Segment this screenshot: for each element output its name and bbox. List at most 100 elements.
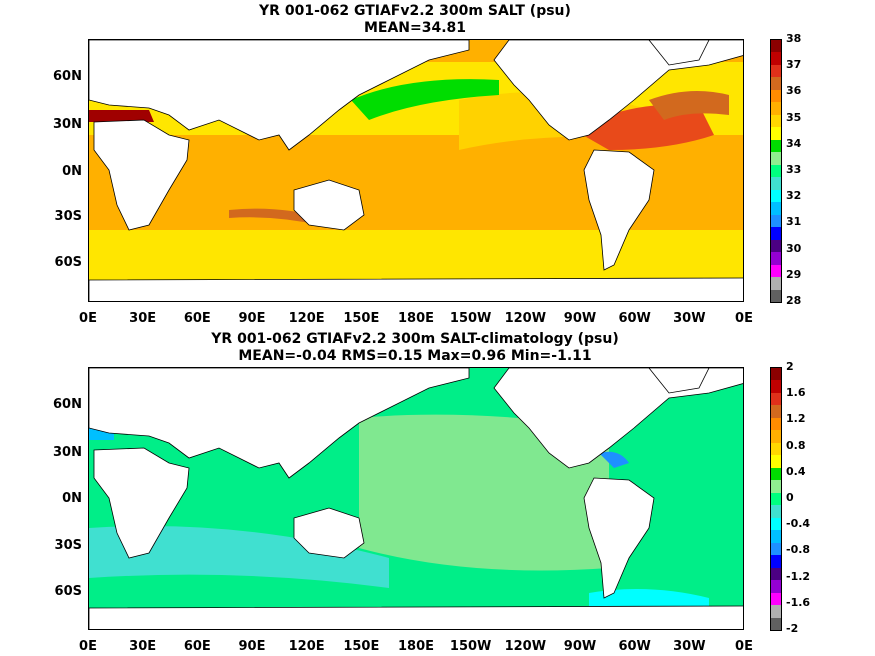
panel1-lon-label: 30E [129,311,157,326]
atlantic-nw [649,91,729,120]
panel2-lon-label: 150W [449,639,492,654]
panel2-lat-30n: 30N [53,445,82,460]
panel1-subtitle: MEAN=34.81 [363,20,467,36]
panel1-title: YR 001-062 GTIAFv2.2 300m SALT (psu) [259,3,571,19]
colorbar-tick-label: 0.4 [786,464,806,478]
panel1-lon-label: 150E [343,311,380,326]
colorbar-segment [771,417,781,431]
panel2-lon-label: 60W [618,639,651,654]
colorbar-segment [771,430,781,444]
panel1-lat-30n: 30N [53,117,82,132]
panel1-map-svg [89,40,743,301]
panel1-lat-30s: 30S [54,209,82,224]
panel2-lon-label: 120E [288,639,325,654]
colorbar-segment [771,164,781,178]
panel1-lon-label: 60E [183,311,211,326]
colorbar-segment [771,580,781,594]
colorbar-tick-label: 32 [786,189,802,203]
colorbar-segment [771,617,781,631]
colorbar-segment [771,492,781,506]
colorbar-segment [771,505,781,519]
colorbar-tick-label: 28 [786,294,802,307]
colorbar-segment [771,77,781,91]
panel2-lon-label: 0E [79,639,97,654]
colorbar-tick-label: 1.2 [786,412,806,426]
colorbar-segment [771,567,781,581]
pacific-pos [359,414,609,571]
panel2-lon-label: 180E [397,639,435,654]
colorbar-segment [771,52,781,66]
colorbar-segment [771,392,781,406]
colorbar-segment [771,214,781,228]
land-masses [89,40,743,301]
panel2-lat-60n: 60N [53,397,82,412]
panel1-lat-60n: 60N [53,69,82,84]
colorbar-tick-label: -1.6 [786,595,811,609]
colorbar-segment [771,189,781,203]
colorbar-tick-label: -1.2 [786,569,811,583]
npac-fresh [351,79,499,120]
colorbar-tick-label: 2 [786,360,794,373]
colorbar-segment [771,530,781,544]
colorbar-segment [771,480,781,494]
colorbar-segment [771,405,781,419]
colorbar-segment [771,467,781,481]
colorbar-segment [771,368,781,381]
colorbar-segment [771,64,781,78]
panel1-lon-label: 0E [735,311,753,326]
panel1-colorbar [770,39,782,303]
colorbar-segment [771,380,781,394]
colorbar-tick-label: 34 [786,136,802,150]
colorbar-segment [771,114,781,128]
panel2-lon-label: 120W [504,639,547,654]
colorbar-segment [771,239,781,253]
panel1-lat-60s: 60S [54,255,82,270]
colorbar-tick-label: 38 [786,32,802,45]
colorbar-segment [771,102,781,116]
colorbar-segment [771,227,781,241]
panel1-map [88,39,744,302]
panel2-lon-label: 30E [129,639,157,654]
panel1-lon-label: 0E [79,311,97,326]
colorbar-tick-label: 33 [786,163,802,176]
panel2-map [88,367,744,630]
panel1-lon-label: 120W [504,311,547,326]
panel2-map-svg [89,368,743,629]
colorbar-segment [771,89,781,103]
panel2-lon-label: 90E [238,639,266,654]
panel2-lon-label: 0E [735,639,753,654]
panel1-lon-label: 90E [238,311,266,326]
colorbar-tick-label: 36 [786,84,802,98]
colorbar-tick-label: 31 [786,215,802,229]
panel1-lon-label: 30W [673,311,706,326]
colorbar-tick-label: -2 [786,622,799,635]
colorbar-segment [771,542,781,556]
panel2-title: YR 001-062 GTIAFv2.2 300m SALT-climatolo… [211,331,619,347]
panel1-lon-label: 90W [563,311,597,326]
colorbar-segment [771,177,781,191]
panel1-lon-label: 120E [288,311,325,326]
colorbar-segment [771,517,781,531]
panel2-lon-label: 30W [673,639,706,654]
panel2-lon-label: 150E [343,639,380,654]
panel2-lat-30s: 30S [54,538,82,553]
panel1-lon-label: 150W [449,311,492,326]
panel1-lon-label: 60W [618,311,651,326]
gulf-neg [599,451,629,468]
colorbar-segment [771,605,781,619]
colorbar-segment [771,202,781,216]
colorbar-segment [771,442,781,456]
colorbar-tick-label: -0.4 [786,517,811,531]
colorbar-tick-label: 30 [786,241,802,255]
colorbar-segment [771,40,781,53]
panel2-subtitle: MEAN=-0.04 RMS=0.15 Max=0.96 Min=-1.11 [238,348,592,364]
colorbar-segment [771,152,781,166]
colorbar-segment [771,455,781,469]
panel2-lon-label: 60E [183,639,211,654]
colorbar-segment [771,139,781,153]
colorbar-tick-label: 0 [786,491,794,504]
panel2-lat-60s: 60S [54,584,82,599]
panel2-lat-0n: 0N [62,491,82,506]
colorbar-tick-label: 1.6 [786,386,806,400]
colorbar-tick-label: 29 [786,267,802,281]
